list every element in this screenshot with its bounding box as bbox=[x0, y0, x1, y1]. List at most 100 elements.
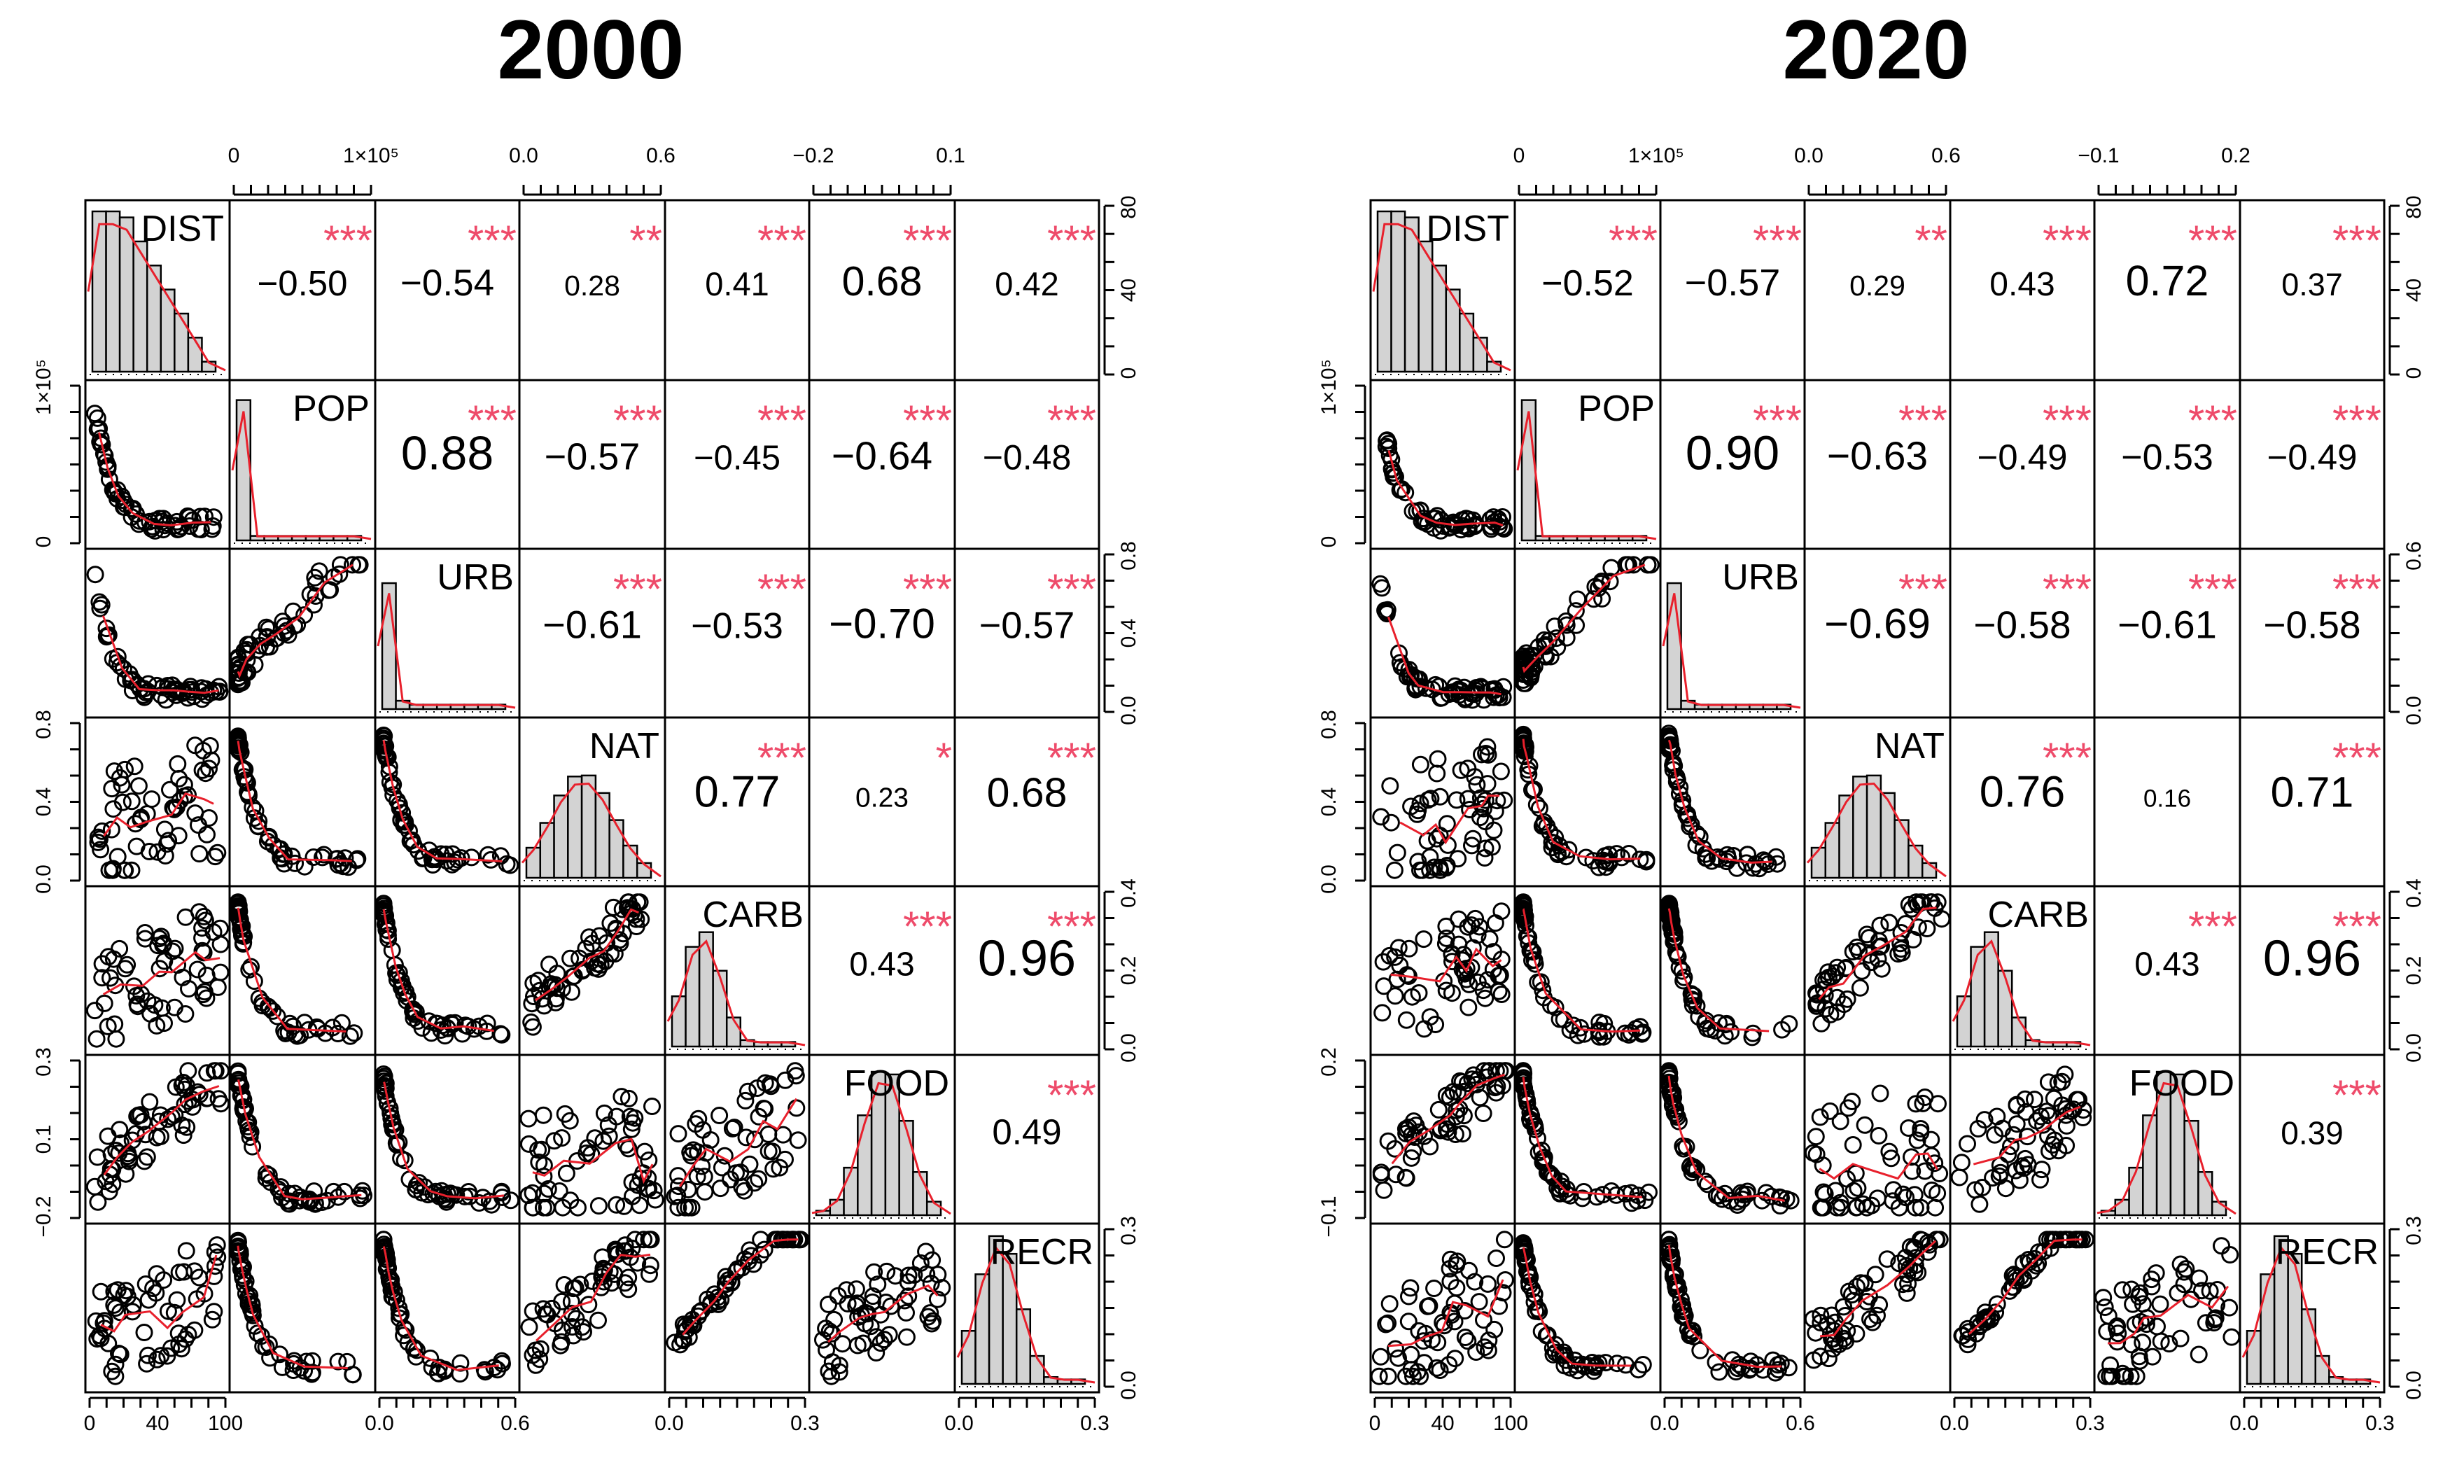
scatter-point-food-nat bbox=[1922, 1130, 1940, 1149]
scatter-point-food-urb bbox=[1664, 1094, 1682, 1112]
scatter-point-recr-nat bbox=[1835, 1298, 1853, 1316]
scatter-point-recr-nat bbox=[526, 1341, 545, 1359]
scatter-point-nat-dist bbox=[200, 809, 218, 827]
scatter-point-recr-urb bbox=[1710, 1363, 1728, 1381]
correlation-pop-nat: −0.63 bbox=[1827, 434, 1928, 479]
histogram-bar-recr bbox=[2314, 1354, 2330, 1385]
scatter-point-recr-nat bbox=[620, 1280, 638, 1298]
axis-right-recr-label: 0.3 bbox=[1117, 1216, 1140, 1245]
scatter-point-carb-nat bbox=[1828, 958, 1847, 976]
scatter-point-recr-nat bbox=[564, 1318, 581, 1336]
scatter-point-food-dist bbox=[209, 1090, 227, 1108]
scatter-point-carb-pop bbox=[341, 1027, 359, 1045]
scatter-point-recr-pop bbox=[248, 1324, 267, 1343]
scatter-point-food-nat bbox=[1931, 1165, 1949, 1182]
scatter-point-nat-dist bbox=[1471, 808, 1489, 827]
scatter-point-food-carb bbox=[2033, 1161, 2051, 1179]
scatter-point-recr-nat bbox=[534, 1300, 552, 1318]
scatter-point-recr-nat bbox=[1863, 1313, 1882, 1331]
scatter-point-carb-dist bbox=[136, 924, 154, 941]
histogram-bar-urb bbox=[1666, 582, 1682, 710]
scatter-point-food-pop bbox=[270, 1180, 288, 1198]
scatter-point-nat-dist bbox=[1381, 777, 1399, 795]
scatter-point-food-nat bbox=[530, 1153, 548, 1171]
scatter-point-recr-food bbox=[865, 1263, 883, 1281]
scatter-point-nat-urb bbox=[400, 822, 418, 840]
scatter-point-food-nat bbox=[1858, 1198, 1876, 1217]
significance-dist-nat: ** bbox=[629, 217, 662, 264]
smooth-line-food-pop bbox=[237, 1079, 362, 1200]
scatter-point-food-nat bbox=[643, 1098, 661, 1115]
scatter-point-carb-nat bbox=[590, 927, 608, 945]
scatter-point-carb-nat bbox=[1871, 916, 1889, 934]
scatter-point-recr-urb bbox=[1764, 1351, 1782, 1369]
scatter-point-recr-carb bbox=[1970, 1317, 1989, 1336]
scatter-point-carb-pop bbox=[1572, 1018, 1590, 1037]
scatter-point-recr-pop bbox=[295, 1362, 313, 1380]
axis-bottom-carb-label: 0.3 bbox=[790, 1412, 820, 1435]
scatter-point-recr-pop bbox=[233, 1261, 251, 1279]
scatter-point-carb-dist bbox=[106, 1015, 124, 1033]
scatter-point-food-carb bbox=[746, 1174, 764, 1192]
correlation-pop-urb: 0.90 bbox=[1686, 426, 1779, 480]
cell-frame-recr-carb bbox=[664, 1222, 811, 1394]
scatter-point-nat-pop bbox=[269, 839, 287, 858]
scatter-point-urb-dist bbox=[1466, 681, 1485, 699]
smooth-line-recr-food bbox=[827, 1284, 939, 1343]
scatter-point-food-carb bbox=[676, 1198, 694, 1217]
scatter-point-food-nat bbox=[1900, 1119, 1917, 1137]
scatter-point-carb-nat bbox=[632, 910, 650, 928]
density-line-nat bbox=[521, 782, 662, 878]
scatter-point-pop-dist bbox=[181, 517, 199, 535]
scatter-point-recr-nat bbox=[1851, 1274, 1870, 1292]
scatter-point-recr-dist bbox=[155, 1271, 173, 1289]
scatter-point-food-dist bbox=[198, 1064, 216, 1082]
scatter-point-nat-dist bbox=[1388, 844, 1406, 862]
scatter-point-recr-food bbox=[869, 1275, 887, 1294]
axis-left-pop-label: 1×10⁵ bbox=[32, 359, 55, 415]
scatter-point-carb-dist bbox=[1386, 987, 1404, 1005]
scatter-point-pop-dist bbox=[99, 457, 117, 475]
scatter-point-food-pop bbox=[302, 1191, 320, 1210]
histogram-bar-dist bbox=[1459, 312, 1475, 373]
scatter-point-recr-food bbox=[2190, 1345, 2208, 1364]
scatter-point-food-nat bbox=[553, 1129, 571, 1147]
axis-bottom-dist-label: 40 bbox=[146, 1412, 169, 1435]
histogram-bar-dist bbox=[1376, 210, 1392, 373]
scatter-point-pop-dist bbox=[114, 491, 132, 510]
axis-right-urb-label: 0.4 bbox=[1117, 619, 1140, 648]
smooth-line-food-carb bbox=[1973, 1105, 2081, 1166]
histogram-bar-dist bbox=[1404, 216, 1420, 373]
scatter-point-recr-food bbox=[2175, 1263, 2193, 1281]
axis-bottom-dist-label: 100 bbox=[208, 1412, 243, 1435]
scatter-point-carb-dist bbox=[1390, 939, 1408, 957]
significance-pop-food: *** bbox=[2188, 397, 2237, 444]
scatter-point-urb-pop bbox=[1589, 579, 1607, 597]
smooth-line-urb-dist bbox=[102, 615, 219, 694]
histogram-bar-recr bbox=[974, 1273, 990, 1385]
scatter-point-carb-dist bbox=[204, 923, 223, 941]
axis-right-carb-label: 0.4 bbox=[1117, 878, 1140, 908]
scatter-point-urb-dist bbox=[1462, 685, 1480, 703]
significance-carb-food: *** bbox=[903, 903, 952, 950]
scatter-point-recr-food bbox=[2197, 1314, 2215, 1332]
scatter-point-recr-food bbox=[2122, 1367, 2140, 1385]
correlation-dist-food: 0.68 bbox=[842, 258, 923, 304]
scatter-point-nat-urb bbox=[463, 848, 481, 867]
significance-urb-carb: *** bbox=[2043, 566, 2092, 612]
correlation-dist-food: 0.72 bbox=[2126, 257, 2209, 304]
scatter-point-recr-dist bbox=[138, 1354, 156, 1373]
histogram-bar-food bbox=[2142, 1114, 2158, 1217]
scatter-point-recr-dist bbox=[1435, 1317, 1453, 1335]
scatter-point-carb-nat bbox=[1921, 893, 1939, 911]
scatter-point-recr-food bbox=[933, 1279, 951, 1297]
scatter-point-recr-nat bbox=[1847, 1324, 1865, 1343]
scatter-point-food-nat bbox=[1811, 1108, 1829, 1126]
scatter-point-nat-urb bbox=[426, 848, 444, 866]
scatter-point-recr-dist bbox=[1431, 1362, 1449, 1379]
scatter-point-recr-dist bbox=[208, 1236, 226, 1254]
scatter-point-food-pop bbox=[272, 1183, 290, 1201]
histogram-bar-nat bbox=[622, 844, 638, 879]
scatter-point-food-nat bbox=[1844, 1136, 1862, 1154]
scatter-point-nat-dist bbox=[193, 761, 211, 779]
